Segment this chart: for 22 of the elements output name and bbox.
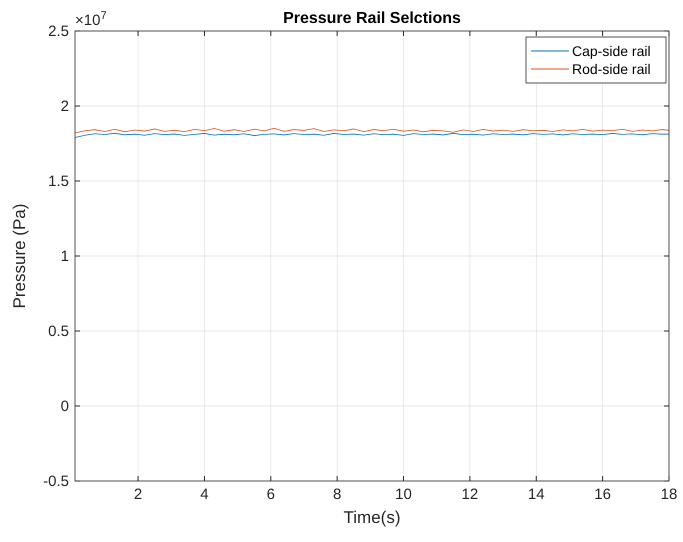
y-axis-title: Pressure (Pa) bbox=[10, 204, 29, 308]
y-tick-label: 1 bbox=[60, 248, 69, 265]
x-tick-label: 10 bbox=[395, 486, 412, 503]
y-tick-label: 0 bbox=[60, 398, 69, 415]
x-axis-title: Time(s) bbox=[344, 508, 400, 527]
y-tick-label: 0.5 bbox=[48, 323, 69, 340]
y-tick-label: 2.5 bbox=[48, 23, 69, 40]
text: ×10$^{7}$ bbox=[75, 10, 107, 29]
x-tick-label: 16 bbox=[594, 486, 611, 503]
x-tick-label: 2 bbox=[134, 486, 142, 503]
chart-title: Pressure Rail Selctions bbox=[283, 10, 462, 27]
legend-label: Cap-side rail bbox=[572, 43, 651, 59]
x-tick-label: 12 bbox=[462, 486, 478, 503]
y-tick-label: -0.5 bbox=[43, 473, 69, 490]
y-tick-label: 2 bbox=[60, 98, 69, 115]
x-tick-label: 4 bbox=[200, 486, 209, 503]
x-tick-label: 6 bbox=[266, 486, 275, 503]
x-tick-label: 18 bbox=[660, 486, 678, 503]
x-tick-label: 8 bbox=[332, 486, 342, 503]
x-tick-label: 14 bbox=[528, 486, 545, 503]
legend-label: Rod-side rail bbox=[572, 61, 651, 77]
y-tick-label: 1.5 bbox=[48, 173, 69, 190]
